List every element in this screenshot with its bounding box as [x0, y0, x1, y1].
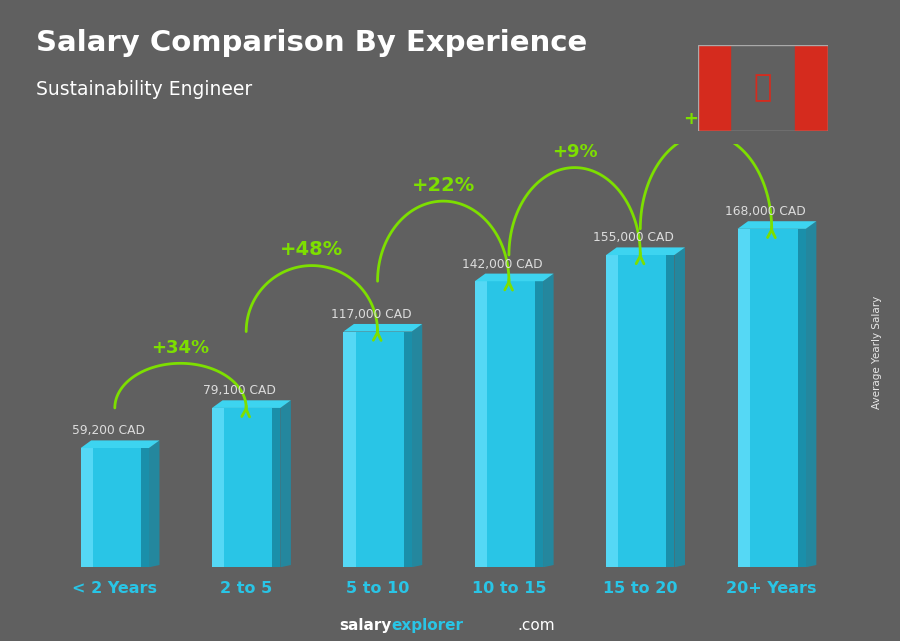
Polygon shape	[212, 408, 281, 567]
Polygon shape	[607, 255, 674, 567]
Text: 🍁: 🍁	[753, 73, 772, 102]
Text: 168,000 CAD: 168,000 CAD	[724, 205, 806, 218]
Polygon shape	[737, 221, 816, 229]
Text: Average Yearly Salary: Average Yearly Salary	[872, 296, 883, 409]
Text: +9%: +9%	[552, 143, 598, 162]
Polygon shape	[475, 281, 487, 567]
Text: Salary Comparison By Experience: Salary Comparison By Experience	[36, 29, 587, 57]
Polygon shape	[212, 408, 224, 567]
Polygon shape	[272, 408, 281, 567]
Polygon shape	[806, 221, 816, 567]
Polygon shape	[666, 255, 674, 567]
Text: .com: .com	[518, 619, 555, 633]
Text: explorer: explorer	[392, 619, 464, 633]
Polygon shape	[140, 448, 149, 567]
Polygon shape	[535, 281, 543, 567]
Polygon shape	[403, 331, 411, 567]
Polygon shape	[81, 448, 149, 567]
Polygon shape	[344, 324, 422, 331]
Text: +22%: +22%	[411, 176, 475, 195]
Polygon shape	[475, 274, 554, 281]
Text: 79,100 CAD: 79,100 CAD	[203, 385, 276, 397]
Polygon shape	[607, 255, 618, 567]
Text: 142,000 CAD: 142,000 CAD	[462, 258, 543, 271]
Polygon shape	[737, 229, 750, 567]
Polygon shape	[674, 247, 685, 567]
Polygon shape	[149, 440, 159, 567]
Polygon shape	[411, 324, 422, 567]
Text: +48%: +48%	[280, 240, 344, 259]
Text: +34%: +34%	[151, 339, 210, 357]
Polygon shape	[81, 440, 159, 448]
Polygon shape	[344, 331, 356, 567]
Bar	[698, 45, 730, 131]
Text: Sustainability Engineer: Sustainability Engineer	[36, 80, 252, 99]
Text: 117,000 CAD: 117,000 CAD	[330, 308, 411, 321]
Polygon shape	[81, 448, 93, 567]
Text: +8%: +8%	[683, 110, 729, 128]
Polygon shape	[737, 229, 806, 567]
Polygon shape	[344, 331, 411, 567]
Polygon shape	[281, 401, 291, 567]
Text: 155,000 CAD: 155,000 CAD	[593, 231, 674, 244]
Polygon shape	[475, 281, 543, 567]
Polygon shape	[212, 401, 291, 408]
Polygon shape	[797, 229, 806, 567]
Text: salary: salary	[339, 619, 392, 633]
Text: 59,200 CAD: 59,200 CAD	[72, 424, 145, 437]
Polygon shape	[607, 247, 685, 255]
Bar	[796, 45, 828, 131]
Polygon shape	[543, 274, 553, 567]
